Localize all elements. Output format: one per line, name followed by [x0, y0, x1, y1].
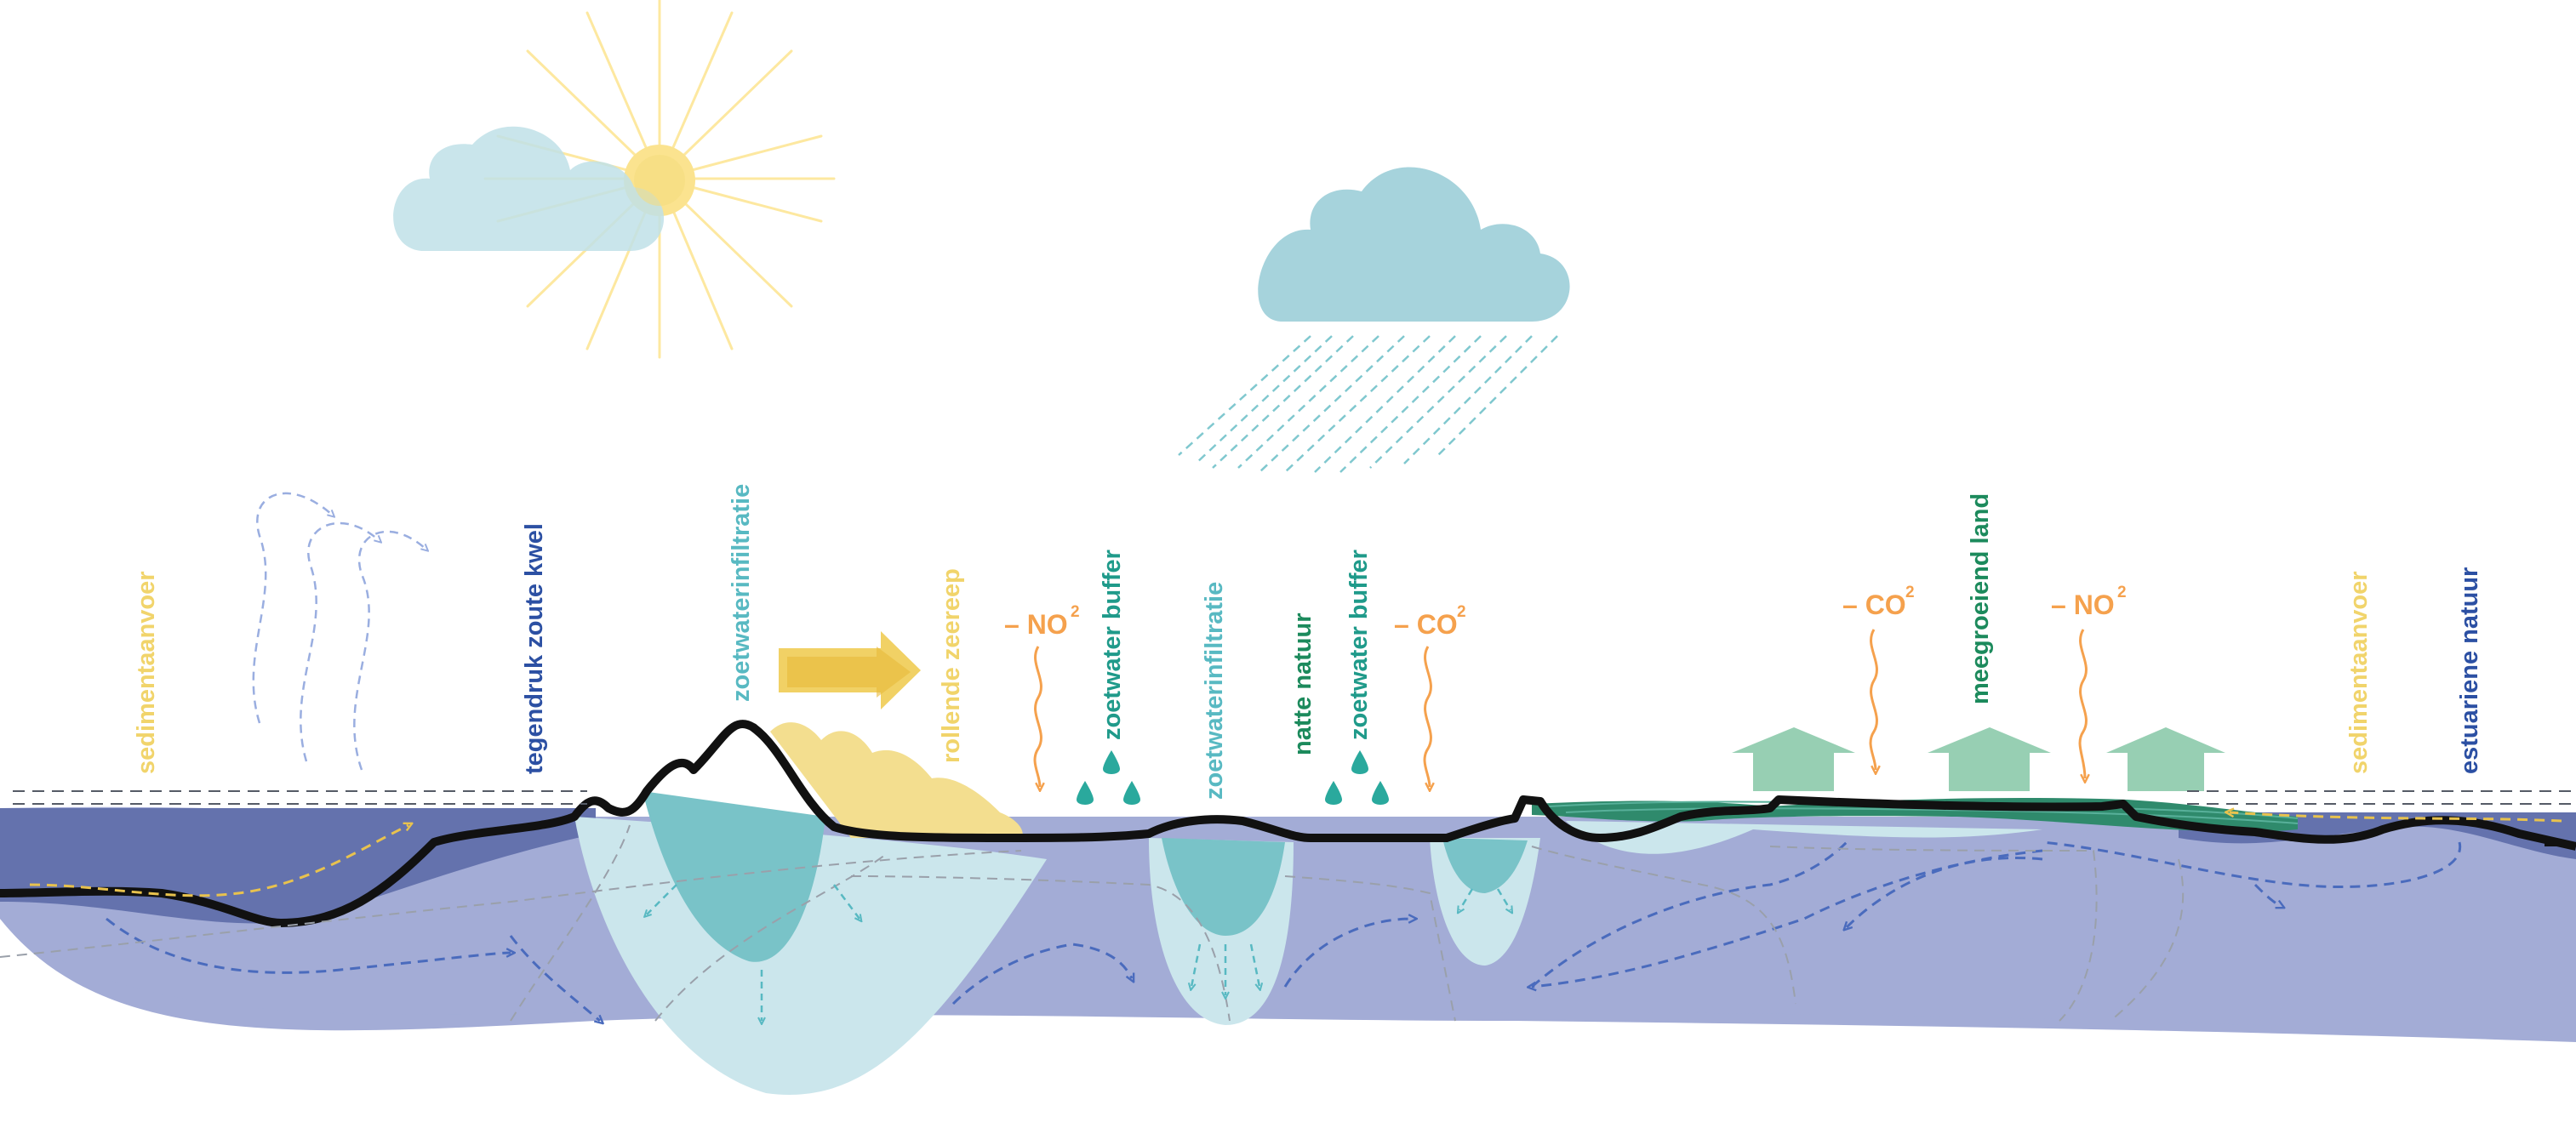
cloud-icon [393, 126, 665, 251]
sediment-flow-arrow-left [29, 825, 408, 897]
label-sedimentaanvoer-left: sedimentaanvoer [133, 571, 160, 774]
label-sedimentaanvoer-right: sedimentaanvoer [2345, 571, 2373, 774]
label-zoetwater-buffer-1: zoetwater buffer [1099, 550, 1126, 740]
svg-text:– NO: – NO [1004, 609, 1068, 640]
emission-co2-left: – CO 2 [1394, 603, 1466, 640]
rain-cloud-icon [1258, 167, 1570, 322]
wave-arrow-icon [1033, 629, 2086, 787]
label-natte-natuur: natte natuur [1289, 612, 1317, 755]
rolling-dune-sand [770, 722, 1023, 838]
emission-co2-right: – CO 2 [1842, 584, 1915, 620]
fresh-water-lenses [574, 791, 2042, 1095]
label-zoetwater-buffer-2: zoetwater buffer [1345, 550, 1373, 740]
svg-text:2: 2 [1071, 603, 1080, 621]
label-zoetwaterinfiltratie-2: zoetwaterinfiltratie [1201, 582, 1228, 800]
label-rollende-zeereep: rollende zeereep [938, 568, 965, 763]
water-level-lines [13, 790, 2576, 805]
svg-text:– CO: – CO [1842, 590, 1906, 620]
label-zoetwaterinfiltratie-1: zoetwaterinfiltratie [728, 484, 755, 702]
rain-icon [1178, 335, 1558, 473]
svg-text:– CO: – CO [1394, 609, 1458, 640]
water-drop-icon [1077, 750, 1389, 805]
svg-text:2: 2 [1905, 584, 1915, 601]
groundwater-flow-arrows [106, 840, 2462, 1021]
wind-arrow-icon [252, 492, 426, 771]
label-tegendruk-zoute-kwel: tegendruk zoute kwel [521, 523, 548, 774]
svg-text:– NO: – NO [2051, 590, 2115, 620]
up-arrow-icon [1732, 727, 2225, 791]
sediment-flow-arrow-right [2230, 812, 2562, 823]
right-arrow-shadow [787, 647, 911, 698]
label-estuariene-natuur: estuariene natuur [2456, 567, 2483, 774]
subsurface-flow-lines [0, 824, 2185, 1022]
label-meegroeiend-land: meegroeiend land [1967, 493, 1994, 704]
svg-text:2: 2 [2117, 584, 2127, 601]
ground-profile-line [0, 720, 2576, 927]
infiltration-arrows [647, 884, 1511, 1021]
emission-no2-right: – NO 2 [2051, 584, 2127, 620]
emission-no2-left: – NO 2 [1004, 603, 1080, 640]
svg-text:2: 2 [1457, 603, 1466, 621]
